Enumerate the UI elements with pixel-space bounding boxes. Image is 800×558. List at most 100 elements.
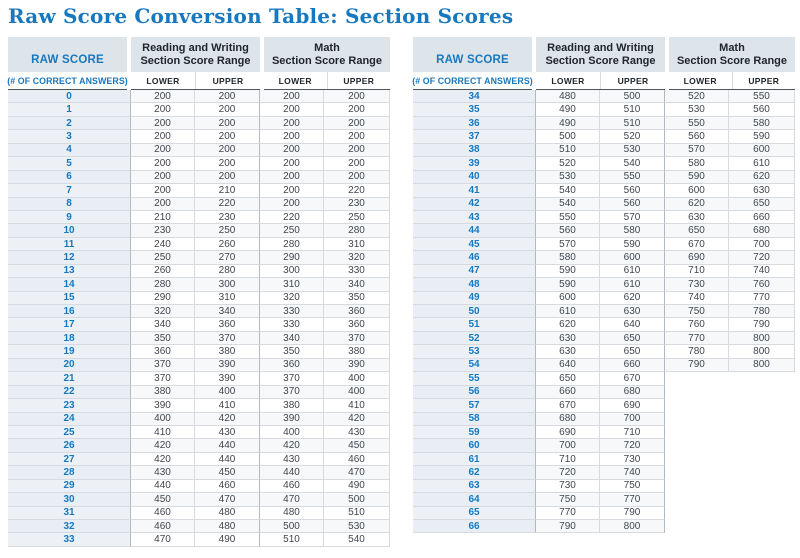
- raw-score-cell: 18: [8, 331, 131, 346]
- raw-score-cell: 60: [413, 439, 536, 453]
- math-subheader: LOWER UPPER: [669, 72, 795, 90]
- score-cell: 630: [536, 331, 600, 346]
- score-cell: 440: [260, 466, 324, 480]
- score-cell: 550: [536, 210, 600, 225]
- score-cell: [665, 399, 729, 413]
- score-cell: 630: [600, 305, 665, 319]
- table-row: 32 460 480 500 530: [8, 520, 390, 534]
- raw-score-cell: 54: [413, 358, 536, 373]
- table-row: 49 600 620 740 770: [413, 291, 795, 305]
- table-row: 51 620 640 760 790: [413, 318, 795, 332]
- score-cell: 770: [729, 291, 795, 305]
- raw-score-cell: 57: [413, 399, 536, 413]
- score-cell: 680: [729, 224, 795, 238]
- score-cell: 670: [536, 399, 600, 413]
- tables-container: RAW SCORE Reading and Writing Section Sc…: [7, 37, 800, 547]
- raw-score-cell: 65: [413, 506, 536, 520]
- lower-column-header: LOWER: [146, 75, 180, 86]
- score-cell: 530: [536, 170, 600, 185]
- score-cell: 200: [324, 103, 390, 117]
- score-cell: 210: [131, 210, 195, 225]
- math-subheader: LOWER UPPER: [264, 72, 390, 90]
- score-cell: 490: [536, 103, 600, 117]
- score-cell: 330: [260, 305, 324, 319]
- score-cell: 200: [260, 157, 324, 171]
- score-cell: 550: [729, 90, 795, 104]
- score-cell: [665, 520, 729, 534]
- score-cell: 560: [536, 224, 600, 238]
- score-cell: 360: [131, 345, 195, 359]
- score-cell: 620: [536, 318, 600, 332]
- score-cell: 770: [536, 506, 600, 520]
- score-cell: 760: [729, 278, 795, 292]
- table-row: 62 720 740: [413, 466, 795, 480]
- score-cell: 370: [131, 358, 195, 373]
- score-cell: 340: [324, 278, 390, 292]
- raw-score-cell: 6: [8, 170, 131, 185]
- score-cell: 540: [536, 197, 600, 211]
- score-cell: 460: [260, 479, 324, 494]
- score-cell: 200: [195, 103, 260, 117]
- score-cell: 480: [260, 506, 324, 520]
- raw-score-cell: 14: [8, 278, 131, 292]
- table-row: 41 540 560 600 630: [413, 184, 795, 198]
- score-cell: 340: [131, 318, 195, 332]
- score-cell: 390: [195, 358, 260, 373]
- table-row: 50 610 630 750 780: [413, 305, 795, 319]
- score-cell: 200: [324, 143, 390, 158]
- score-cell: 610: [536, 305, 600, 319]
- table-subheader: (# OF CORRECT ANSWERS) LOWER UPPER LOWER…: [412, 72, 795, 90]
- score-cell: 200: [324, 170, 390, 185]
- score-cell: 240: [131, 237, 195, 252]
- score-cell: 710: [600, 425, 665, 440]
- score-cell: 200: [324, 130, 390, 144]
- score-cell: 200: [131, 157, 195, 171]
- raw-score-cell: 44: [413, 224, 536, 238]
- score-cell: 200: [260, 130, 324, 144]
- score-cell: 730: [536, 479, 600, 494]
- raw-score-cell: 63: [413, 479, 536, 494]
- score-cell: 200: [260, 184, 324, 198]
- score-cell: 200: [260, 103, 324, 117]
- score-cell: 640: [536, 358, 600, 373]
- score-cell: [729, 479, 795, 494]
- raw-score-cell: 17: [8, 318, 131, 332]
- score-cell: 200: [260, 197, 324, 211]
- score-cell: 360: [260, 358, 324, 373]
- table-row: 39 520 540 580 610: [413, 157, 795, 171]
- score-cell: 750: [665, 305, 729, 319]
- raw-score-cell: 36: [413, 116, 536, 131]
- table-row: 47 590 610 710 740: [413, 264, 795, 279]
- raw-score-cell: 28: [8, 466, 131, 480]
- score-cell: 560: [729, 103, 795, 117]
- score-cell: 210: [195, 184, 260, 198]
- score-cell: 600: [536, 291, 600, 305]
- score-cell: 730: [665, 278, 729, 292]
- score-cell: 550: [600, 170, 665, 185]
- score-cell: 410: [324, 399, 390, 413]
- raw-score-cell: 41: [413, 184, 536, 198]
- lower-column-header: LOWER: [551, 75, 585, 86]
- score-cell: 200: [195, 143, 260, 158]
- score-cell: [729, 520, 795, 534]
- score-cell: 620: [600, 291, 665, 305]
- score-cell: 380: [131, 385, 195, 400]
- score-cell: 640: [600, 318, 665, 332]
- reading-writing-header-line1: Reading and Writing: [547, 42, 654, 54]
- raw-score-cell: 3: [8, 130, 131, 144]
- raw-score-header-cell: RAW SCORE: [8, 37, 127, 72]
- table-row: 59 690 710: [413, 425, 795, 440]
- math-header-line1: Math: [314, 42, 340, 54]
- score-cell: 480: [195, 520, 260, 534]
- raw-score-cell: 48: [413, 278, 536, 292]
- raw-score-header-cell: RAW SCORE: [413, 37, 532, 72]
- score-cell: 460: [195, 479, 260, 494]
- score-cell: 790: [729, 318, 795, 332]
- table-body: 34 480 500 520 550 35 490 510 530 560 36 490 510 550 5…: [413, 90, 795, 534]
- score-cell: 300: [260, 264, 324, 279]
- raw-score-cell: 2: [8, 116, 131, 131]
- table-row: 24 400 420 390 420: [8, 412, 390, 426]
- raw-score-cell: 22: [8, 385, 131, 400]
- table-row: 55 650 670: [413, 372, 795, 386]
- score-cell: 200: [195, 90, 260, 104]
